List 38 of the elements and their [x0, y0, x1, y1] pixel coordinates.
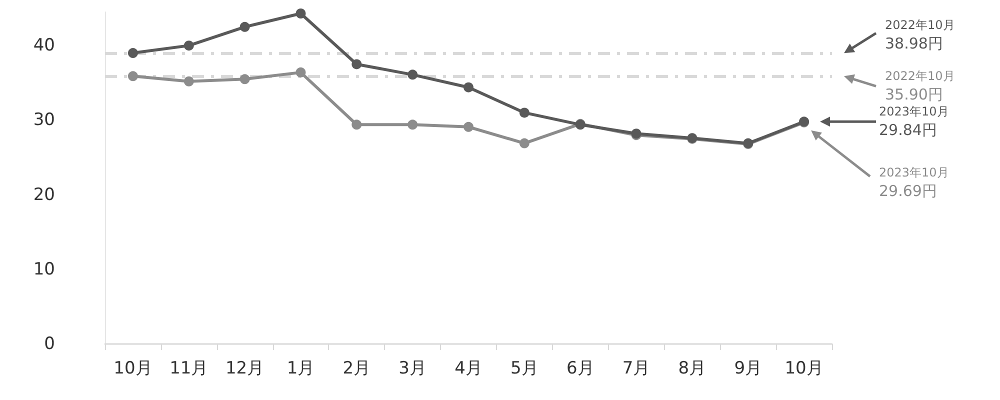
- text: 2023年10月 29.69円: [879, 165, 949, 200]
- y-tick-label: 20: [33, 184, 55, 205]
- text: 2023年10月 29.84円: [879, 104, 949, 140]
- point: [352, 59, 362, 70]
- point: [184, 76, 194, 86]
- point: [352, 120, 362, 130]
- x-tick-label: 12月: [225, 358, 264, 378]
- point: [296, 67, 306, 78]
- x-tick-label: 3月: [398, 358, 426, 378]
- y-tick-label: 30: [33, 110, 55, 130]
- point: [296, 8, 306, 18]
- x-tick-label: 4月: [454, 358, 482, 378]
- point: [519, 138, 530, 148]
- x-tick-label: 10月: [784, 358, 824, 378]
- point: [464, 82, 474, 92]
- text: 2022年10月 35.90円: [885, 69, 955, 104]
- point: [408, 120, 418, 130]
- x-tick-label: 7月: [622, 358, 650, 378]
- x-tick-label: 5月: [510, 358, 538, 378]
- x-tick-label: 6月: [566, 358, 594, 378]
- x-tick-label: 2月: [342, 358, 371, 378]
- x-tick-label: 10月: [114, 358, 152, 378]
- y-tick-label: 0: [44, 334, 55, 354]
- y-tick-label: 10: [33, 259, 55, 280]
- x-tick-label: 9月: [734, 358, 762, 378]
- y-tick-label: 40: [33, 36, 55, 56]
- x-tick-label: 8月: [678, 358, 706, 378]
- point: [128, 48, 138, 58]
- x-tick-label: 11月: [170, 358, 208, 378]
- point: [240, 22, 250, 32]
- text: 2022年10月 38.98円: [885, 18, 955, 53]
- point: [519, 108, 530, 118]
- point: [464, 122, 474, 132]
- point: [184, 40, 194, 51]
- point: [240, 74, 250, 84]
- point: [128, 71, 138, 82]
- x-tick-label: 1月: [286, 358, 315, 378]
- point: [408, 70, 418, 80]
